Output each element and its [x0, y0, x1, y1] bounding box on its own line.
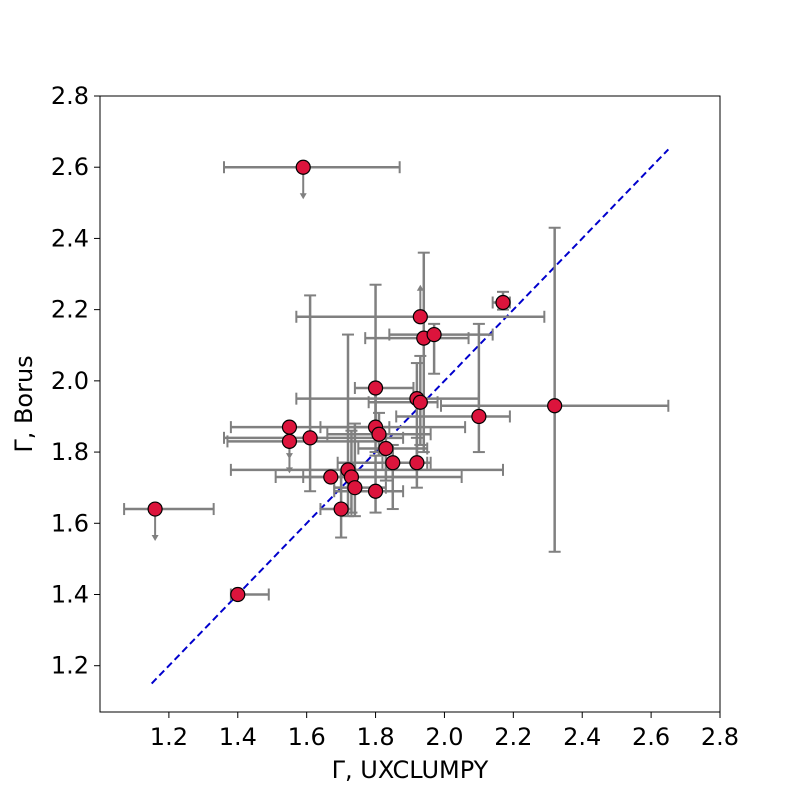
y-tick-label: 2.6	[51, 153, 89, 181]
data-point	[371, 426, 387, 442]
x-tick-label: 2.2	[494, 723, 532, 751]
data-point	[409, 455, 425, 471]
data-point	[281, 419, 298, 435]
data-point	[302, 430, 318, 446]
errorbar	[223, 161, 401, 200]
errorbar	[319, 390, 467, 454]
data-point	[230, 586, 246, 603]
data-point	[471, 408, 487, 425]
errorbar	[395, 322, 511, 454]
ticks-layer: 1.2 1.4 1.6 1.8 2.0 2.2 2.4 2.6 2.8 1.2 1.4 1.6 1.8 2…	[51, 82, 739, 751]
data-point	[295, 159, 311, 175]
y-tick-label: 1.2	[51, 652, 89, 680]
data-point	[495, 294, 511, 311]
points-layer	[147, 159, 563, 603]
data-point	[412, 394, 428, 410]
y-tick-label: 1.6	[51, 509, 89, 537]
errorbar	[123, 503, 215, 542]
data-point	[347, 480, 363, 496]
x-tick-label: 1.2	[150, 723, 188, 751]
x-tick-label: 2.4	[563, 723, 601, 751]
errorbar	[353, 283, 415, 429]
y-tick-label: 2.0	[51, 367, 89, 395]
x-tick-label: 1.8	[356, 723, 394, 751]
y-tick-label: 2.8	[51, 82, 89, 110]
data-point	[367, 380, 384, 396]
y-axis-label: Γ, Borus	[10, 355, 38, 452]
errorbar	[440, 226, 670, 553]
x-tick-label: 1.4	[219, 723, 257, 751]
data-point	[323, 469, 339, 485]
data-point	[367, 483, 384, 499]
x-axis-label: Γ, UXCLUMPY	[332, 756, 489, 784]
data-point	[281, 433, 298, 449]
upper-limit-arrow-head	[299, 193, 307, 200]
data-point	[412, 309, 428, 325]
plot-frame	[99, 95, 721, 713]
data-point	[547, 398, 563, 414]
x-tick-label: 2.6	[632, 723, 670, 751]
data-point	[147, 501, 163, 517]
x-tick-label: 2.0	[425, 723, 463, 751]
y-tick-label: 2.2	[51, 296, 89, 324]
x-tick-label: 1.6	[288, 723, 326, 751]
data-point	[426, 326, 442, 343]
lower-limit-arrow-head	[416, 284, 424, 291]
errorbar-layer	[123, 161, 670, 601]
data-point	[378, 440, 394, 457]
y-tick-label: 1.8	[51, 438, 89, 466]
data-point	[333, 501, 349, 517]
y-tick-label: 2.4	[51, 224, 89, 252]
x-tick-label: 2.8	[701, 723, 739, 751]
data-point	[385, 455, 401, 471]
upper-limit-arrow-head	[151, 535, 159, 542]
y-tick-label: 1.4	[51, 580, 89, 608]
